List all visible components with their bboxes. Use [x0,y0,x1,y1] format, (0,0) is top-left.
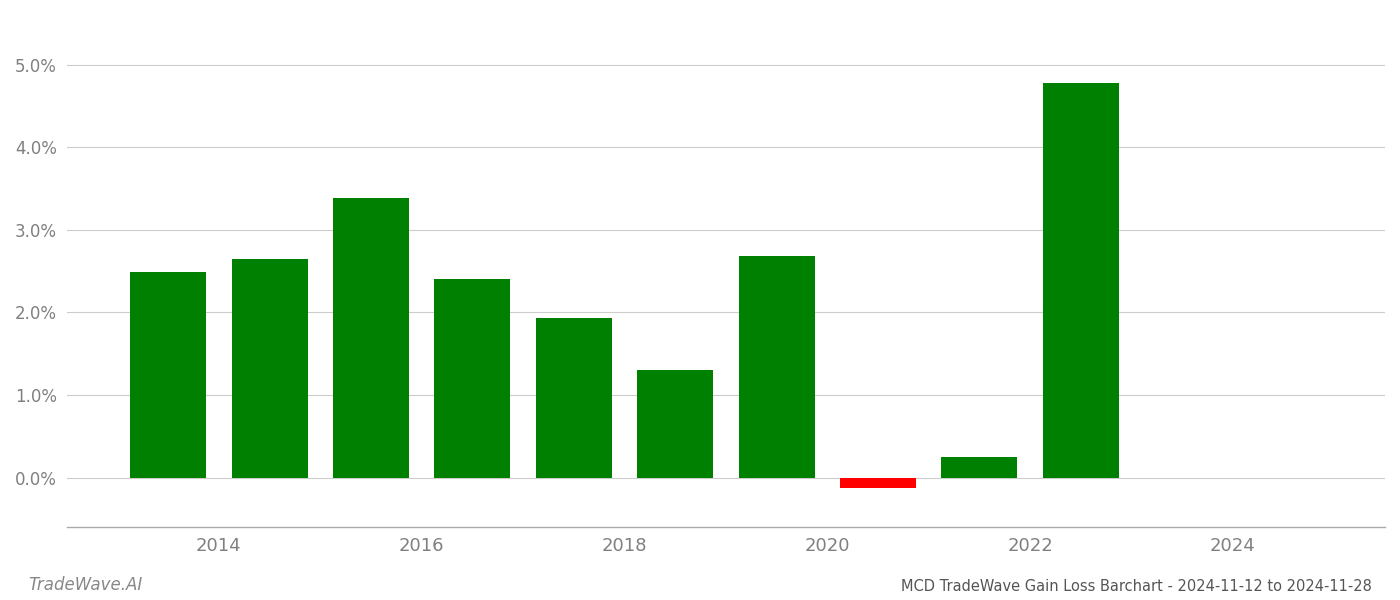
Bar [231,259,308,478]
Bar [637,370,713,478]
Text: TradeWave.AI: TradeWave.AI [28,576,143,594]
Bar [941,457,1018,478]
Text: MCD TradeWave Gain Loss Barchart - 2024-11-12 to 2024-11-28: MCD TradeWave Gain Loss Barchart - 2024-… [902,579,1372,594]
Bar [333,199,409,478]
Bar [1043,83,1119,478]
Bar [130,272,206,478]
Bar [739,256,815,478]
Bar [434,280,511,478]
Bar [536,318,612,478]
Bar [840,478,916,488]
